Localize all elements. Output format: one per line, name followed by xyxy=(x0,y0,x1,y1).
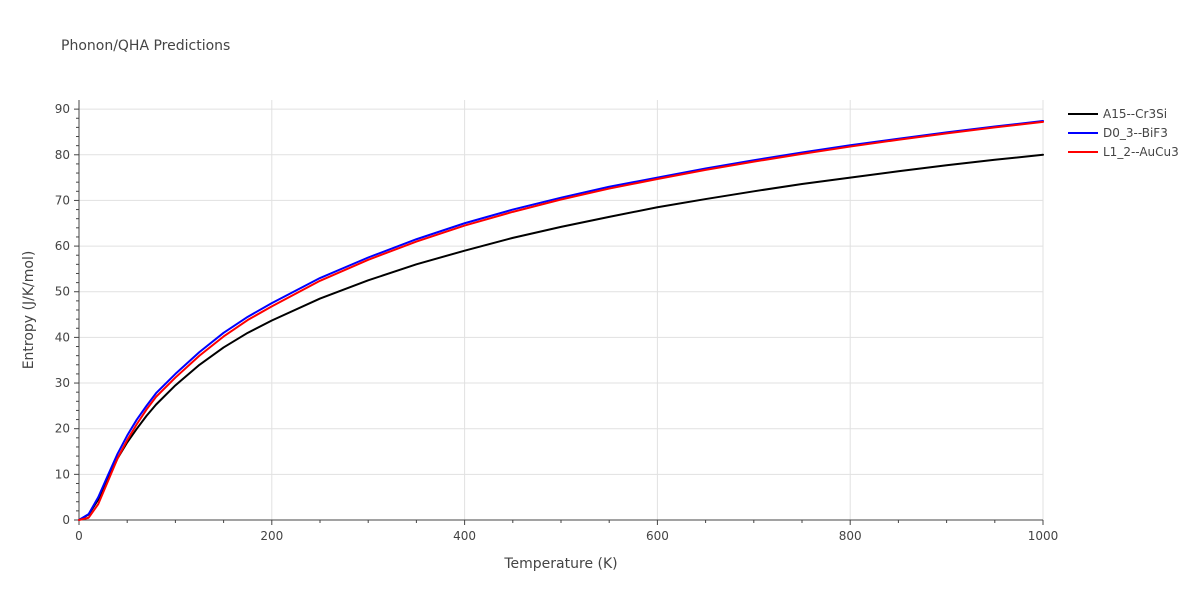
y-tick-label: 90 xyxy=(55,102,70,116)
x-tick-label: 200 xyxy=(260,529,283,543)
x-tick-label: 1000 xyxy=(1028,529,1059,543)
chart-title: Phonon/QHA Predictions xyxy=(61,38,230,54)
legend: A15--Cr3Si D0_3--BiF3 L1_2--AuCu3 xyxy=(1068,107,1179,159)
legend-label: D0_3--BiF3 xyxy=(1103,126,1168,140)
y-tick-label: 60 xyxy=(55,239,70,253)
y-tick-label: 50 xyxy=(55,285,70,299)
x-tick-label: 600 xyxy=(646,529,669,543)
y-tick-label: 80 xyxy=(55,148,70,162)
legend-label: L1_2--AuCu3 xyxy=(1103,145,1179,159)
y-axis-title: Entropy (J/K/mol) xyxy=(21,251,37,370)
legend-label: A15--Cr3Si xyxy=(1103,107,1167,121)
series-line-3 xyxy=(78,120,1044,521)
x-tick-label: 400 xyxy=(453,529,476,543)
y-tick-label: 20 xyxy=(55,422,70,436)
y-tick-label: 10 xyxy=(55,467,70,481)
axes: 0 200 400 600 800 1000 0 10 20 30 40 50 60 70 80 90 xyxy=(55,100,1059,543)
x-tick-label: 0 xyxy=(75,529,83,543)
x-axis-title: Temperature (K) xyxy=(503,556,617,572)
y-tick-label: 70 xyxy=(55,193,70,207)
y-tick-label: 40 xyxy=(55,330,70,344)
y-tick-label: 0 xyxy=(62,513,70,527)
series-line-2 xyxy=(78,120,1044,521)
grid xyxy=(79,100,1044,520)
x-tick-label: 800 xyxy=(839,529,862,543)
series-lines xyxy=(78,120,1044,521)
y-tick-label: 30 xyxy=(55,376,70,390)
